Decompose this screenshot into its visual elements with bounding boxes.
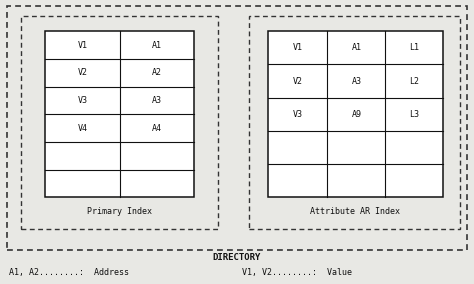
Text: A1: A1 bbox=[351, 43, 361, 52]
Text: A1: A1 bbox=[152, 41, 162, 50]
Text: A3: A3 bbox=[152, 96, 162, 105]
Text: L3: L3 bbox=[409, 110, 419, 119]
Text: DIRECTORY: DIRECTORY bbox=[213, 252, 261, 262]
Text: L1: L1 bbox=[409, 43, 419, 52]
Text: Primary Index: Primary Index bbox=[87, 206, 152, 216]
Text: A1, A2........:  Address: A1, A2........: Address bbox=[9, 268, 129, 277]
Text: V2: V2 bbox=[77, 68, 87, 77]
Bar bbox=[268, 31, 443, 197]
Text: A3: A3 bbox=[351, 77, 361, 85]
Bar bbox=[45, 31, 194, 197]
Text: Attribute AR Index: Attribute AR Index bbox=[310, 206, 401, 216]
Text: V3: V3 bbox=[292, 110, 302, 119]
Text: V1: V1 bbox=[292, 43, 302, 52]
Text: A9: A9 bbox=[351, 110, 361, 119]
Text: A2: A2 bbox=[152, 68, 162, 77]
Text: L2: L2 bbox=[409, 77, 419, 85]
Text: V1, V2........:  Value: V1, V2........: Value bbox=[242, 268, 352, 277]
Text: V1: V1 bbox=[77, 41, 87, 50]
Text: A4: A4 bbox=[152, 124, 162, 133]
Text: V3: V3 bbox=[77, 96, 87, 105]
Text: V4: V4 bbox=[77, 124, 87, 133]
Text: V2: V2 bbox=[292, 77, 302, 85]
